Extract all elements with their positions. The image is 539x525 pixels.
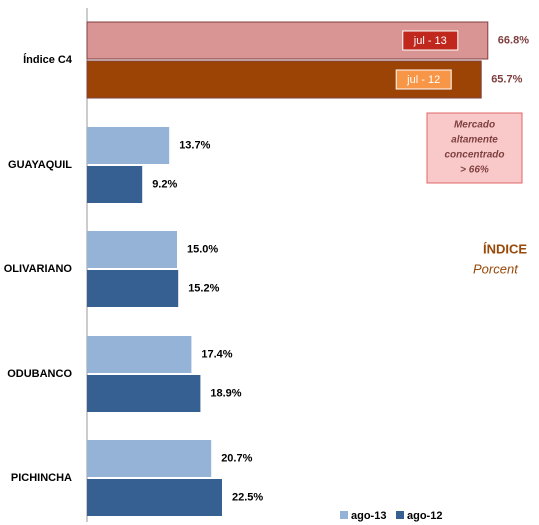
category-label: PICHINCHA xyxy=(11,472,72,484)
bar xyxy=(87,479,222,516)
annotation-line: concentrado xyxy=(444,150,504,161)
bar xyxy=(87,166,143,203)
value-label: 65.7% xyxy=(491,73,522,85)
series-label-box xyxy=(402,30,459,51)
value-label: 15.2% xyxy=(188,282,219,294)
legend-label: ago-13 xyxy=(351,510,386,522)
bar xyxy=(87,375,201,412)
bar xyxy=(87,270,179,307)
side-title: ÍNDICE xyxy=(483,241,527,256)
value-label: 9.2% xyxy=(152,178,177,190)
category-label: ODUBANCO xyxy=(7,368,72,380)
value-label: 15.0% xyxy=(187,243,218,255)
bar xyxy=(87,336,192,373)
value-label: 18.9% xyxy=(210,387,241,399)
annotation-line: > 66% xyxy=(460,165,489,176)
bar xyxy=(87,127,170,164)
annotation-line: altamente xyxy=(451,135,498,146)
side-subtitle: Porcent xyxy=(473,261,519,276)
category-label: Índice C4 xyxy=(23,53,73,66)
legend-label: ago-12 xyxy=(407,510,442,522)
category-label: GUAYAQUIL xyxy=(8,159,72,171)
annotation-box xyxy=(426,112,523,184)
series-label: jul - 13 xyxy=(413,35,447,47)
value-label: 13.7% xyxy=(179,139,210,151)
value-label: 20.7% xyxy=(221,452,252,464)
series-label-box xyxy=(395,69,452,90)
category-label: OLIVARIANO xyxy=(4,263,73,275)
bar xyxy=(87,440,212,477)
value-label: 22.5% xyxy=(232,491,263,503)
value-label: 17.4% xyxy=(201,348,232,360)
series-label: jul - 12 xyxy=(406,74,440,86)
legend-swatch xyxy=(340,511,348,519)
legend-swatch xyxy=(396,511,404,519)
value-label: 66.8% xyxy=(498,34,529,46)
annotation-line: Mercado xyxy=(454,120,495,131)
bar xyxy=(87,231,177,268)
